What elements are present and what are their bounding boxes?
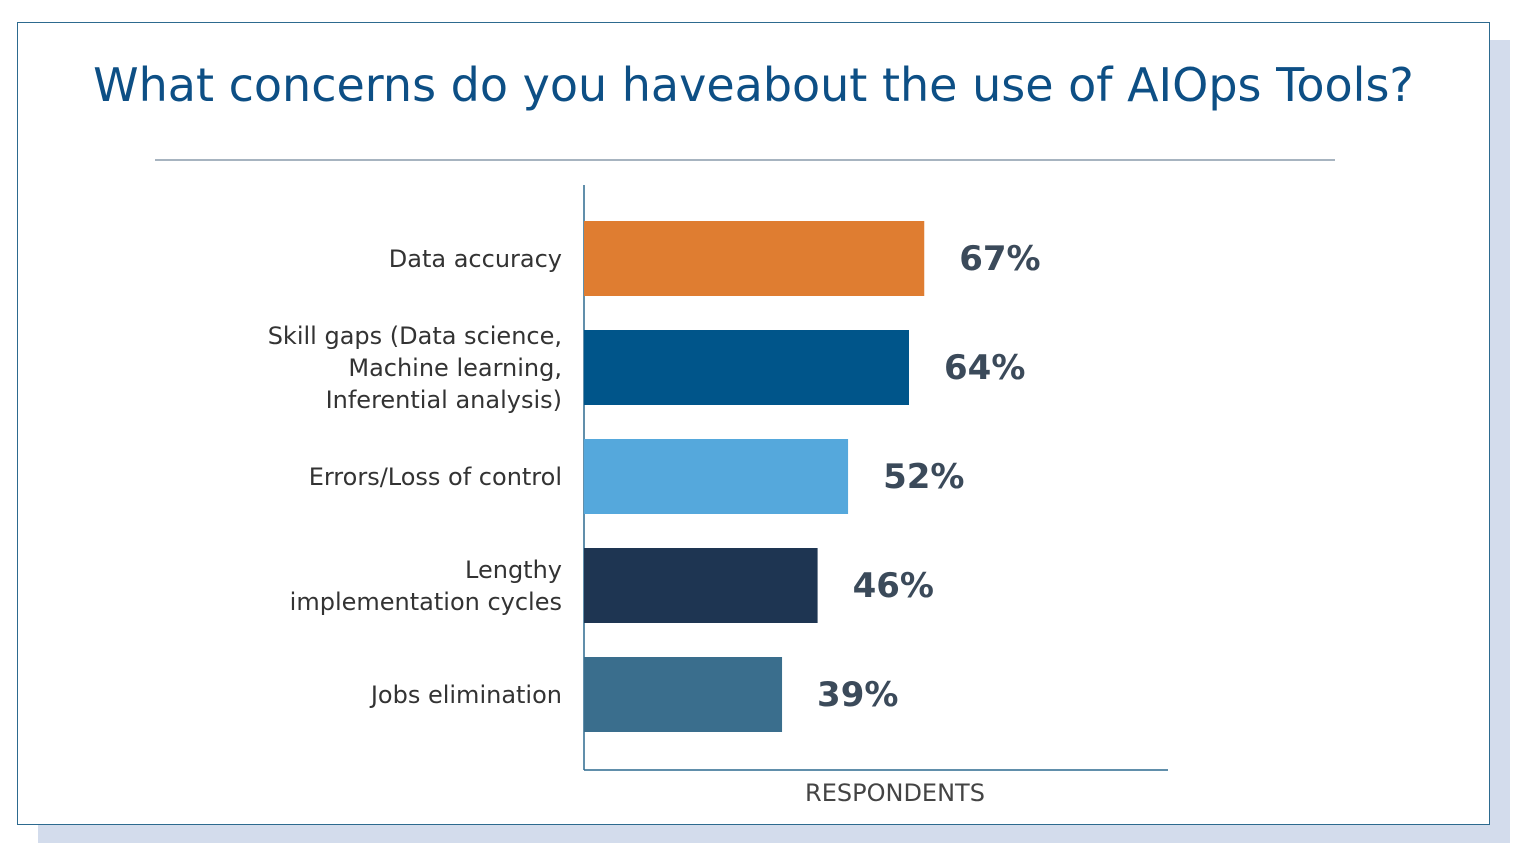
value-label: 64%: [944, 347, 1026, 388]
category-label: Jobs elimination: [370, 680, 562, 709]
bar: [584, 439, 849, 514]
value-label: 52%: [883, 456, 965, 497]
category-label: Errors/Loss of control: [308, 462, 562, 491]
chart-title: What concerns do you haveabout the use o…: [93, 58, 1414, 112]
category-label: Data accuracy: [388, 244, 562, 273]
bar: [584, 330, 910, 405]
bar: [584, 221, 925, 296]
value-label: 67%: [959, 238, 1041, 279]
x-axis-label: RESPONDENTS: [805, 779, 985, 807]
value-label: 39%: [817, 674, 899, 715]
category-label: Skill gaps (Data science, Machine learni…: [267, 321, 562, 414]
value-label: 46%: [852, 565, 934, 606]
bar: [584, 657, 783, 732]
category-label: Lengthy implementation cycles: [289, 555, 562, 616]
bar: [584, 548, 818, 623]
